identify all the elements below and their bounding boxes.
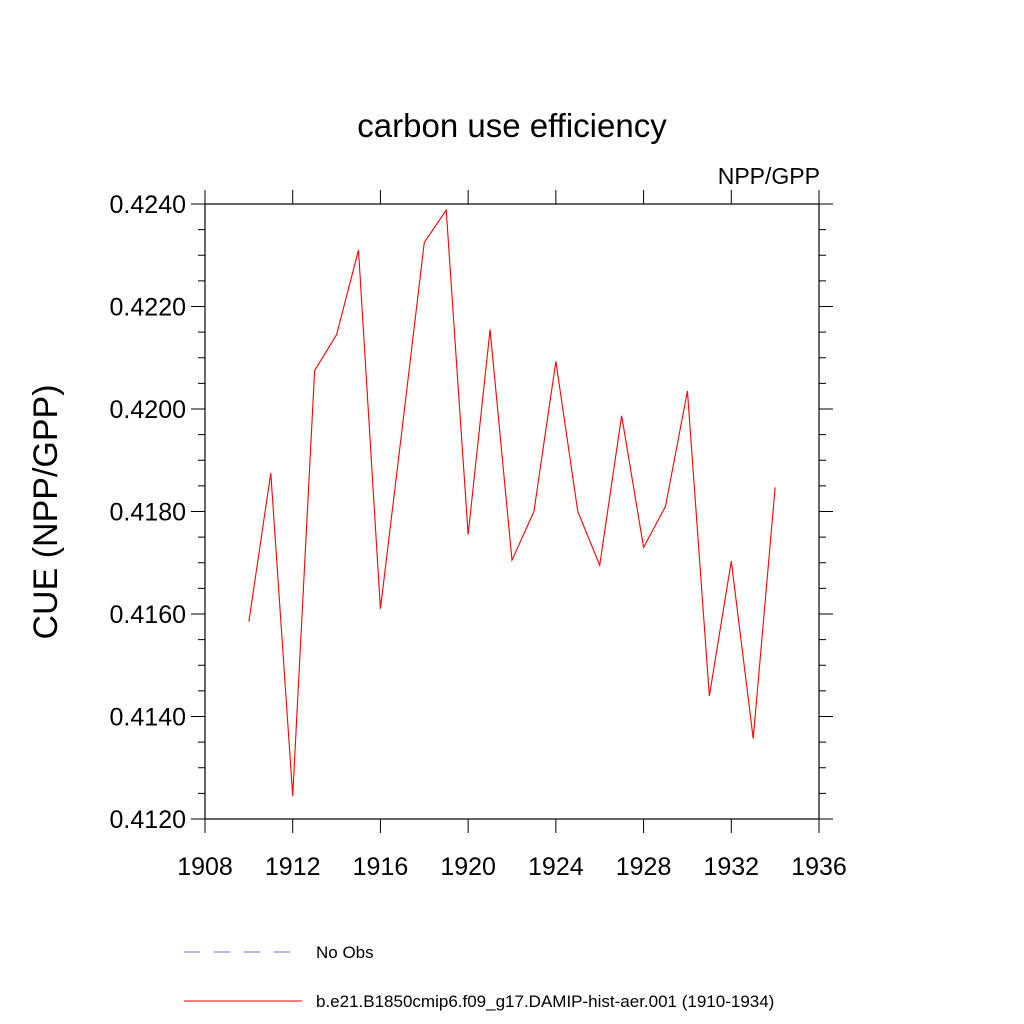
series-point xyxy=(446,210,447,211)
y-tick-label: 0.4160 xyxy=(110,601,186,629)
series-point xyxy=(753,738,754,739)
x-tick-label: 1908 xyxy=(177,853,233,881)
series-point xyxy=(621,415,622,416)
x-tick-label: 1916 xyxy=(353,853,409,881)
x-tick-label: 1928 xyxy=(616,853,672,881)
y-tick-label: 0.4180 xyxy=(110,499,186,527)
series-point xyxy=(402,426,403,427)
legend-label: b.e21.B1850cmip6.f09_g17.DAMIP-hist-aer.… xyxy=(316,992,774,1011)
series-point xyxy=(775,487,776,488)
series-layer xyxy=(248,208,776,796)
y-tick-label: 0.4120 xyxy=(110,806,186,834)
series-point xyxy=(665,506,666,507)
plot-border xyxy=(204,203,820,820)
series-point xyxy=(511,560,512,561)
series-point xyxy=(709,695,710,696)
series-point xyxy=(687,390,688,391)
series-point xyxy=(314,370,315,371)
legend-label: No Obs xyxy=(316,943,374,962)
series-point xyxy=(643,547,644,548)
x-axis-ticks: 1908 1912 1916 1920 1924 1928 1932 1936 xyxy=(177,190,847,881)
y-tick-label: 0.4220 xyxy=(110,294,186,322)
series-point xyxy=(292,795,293,796)
chart-subtitle-right: NPP/GPP xyxy=(718,163,820,189)
x-tick-label: 1936 xyxy=(791,853,847,881)
y-tick-label: 0.4140 xyxy=(110,704,186,732)
series-point xyxy=(336,334,337,335)
series-point xyxy=(424,242,425,243)
y-tick-label: 0.4240 xyxy=(110,191,186,219)
y-axis-ticks: 0.4120 0.4140 0.4160 0.4180 0.4200 0.4220 0.42… xyxy=(110,191,833,834)
series-point xyxy=(270,472,271,473)
x-tick-label: 1912 xyxy=(265,853,321,881)
x-tick-label: 1920 xyxy=(440,853,496,881)
plot-frame xyxy=(204,203,820,820)
series-point xyxy=(489,329,490,330)
series-point xyxy=(577,511,578,512)
x-tick-label: 1924 xyxy=(528,853,584,881)
x-tick-label: 1932 xyxy=(703,853,759,881)
series-point xyxy=(468,534,469,535)
y-axis-label: CUE (NPP/GPP) xyxy=(27,384,65,639)
series-point xyxy=(380,608,381,609)
series-point xyxy=(358,250,359,251)
series-point xyxy=(555,361,556,362)
series-line xyxy=(248,208,776,796)
series-point xyxy=(248,621,249,622)
legend: No Obs b.e21.B1850cmip6.f09_g17.DAMIP-his… xyxy=(184,943,774,1011)
series-point xyxy=(533,511,534,512)
y-tick-label: 0.4200 xyxy=(110,396,186,424)
series-point xyxy=(599,565,600,566)
chart-title: carbon use efficiency xyxy=(357,107,667,144)
series-point xyxy=(731,561,732,562)
